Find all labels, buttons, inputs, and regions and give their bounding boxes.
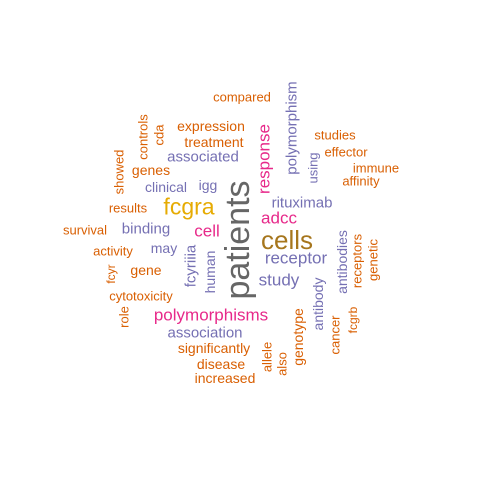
word-genes: genes <box>131 162 171 178</box>
word-antibody: antibody <box>310 277 326 331</box>
word-genotype: genotype <box>290 308 306 366</box>
word-immune: immune <box>352 160 400 176</box>
word-compared: compared <box>213 89 271 105</box>
word-effector: effector <box>324 144 368 160</box>
word-polymorphisms: polymorphisms <box>153 305 269 325</box>
word-expression: expression <box>177 118 245 134</box>
word-human: human <box>202 250 218 294</box>
word-disease: disease <box>196 356 246 372</box>
word-study: study <box>258 270 300 290</box>
word-clinical: clinical <box>144 179 188 195</box>
word-patients: patients <box>219 180 257 300</box>
word-survival: survival <box>62 222 108 238</box>
word-cda: cda <box>151 124 167 146</box>
word-cancer: cancer <box>327 315 343 355</box>
word-role: role <box>116 306 132 328</box>
word-using: using <box>305 152 321 184</box>
word-cytotoxicity: cytotoxicity <box>109 288 173 304</box>
word-fcgra: fcgra <box>163 193 215 220</box>
word-studies: studies <box>314 127 356 143</box>
word-increased: increased <box>194 370 256 386</box>
word-controls: controls <box>135 114 151 160</box>
word-allele: allele <box>259 341 275 373</box>
word-genetic: genetic <box>365 239 381 281</box>
word-results: results <box>108 200 148 216</box>
word-activity: activity <box>93 243 133 259</box>
word-cells: cells <box>260 225 314 255</box>
word-significantly: significantly <box>177 340 251 356</box>
word-adcc: adcc <box>261 208 297 228</box>
word-may: may <box>150 240 178 256</box>
word-treatment: treatment <box>184 134 244 150</box>
word-affinity: affinity <box>342 173 380 189</box>
word-association: association <box>167 324 243 342</box>
word-rituximab: rituximab <box>271 194 333 212</box>
word-fcgrb: fcgrb <box>346 306 360 334</box>
word-gene: gene <box>130 262 162 278</box>
word-binding: binding <box>121 220 171 238</box>
word-igg: igg <box>198 177 218 193</box>
word-fcyr: fcyr <box>104 264 118 284</box>
word-cell: cell <box>194 221 220 241</box>
word-showed: showed <box>111 149 127 195</box>
word-response: response <box>254 124 274 194</box>
word-associated: associated <box>167 148 239 166</box>
word-fcyriiia: fcyriiia <box>182 244 200 288</box>
word-receptors: receptors <box>349 233 365 289</box>
word-polymorphism: polymorphism <box>283 81 301 175</box>
word-antibodies: antibodies <box>334 230 350 294</box>
word-receptor: receptor <box>264 248 328 268</box>
word-also: also <box>274 352 290 376</box>
